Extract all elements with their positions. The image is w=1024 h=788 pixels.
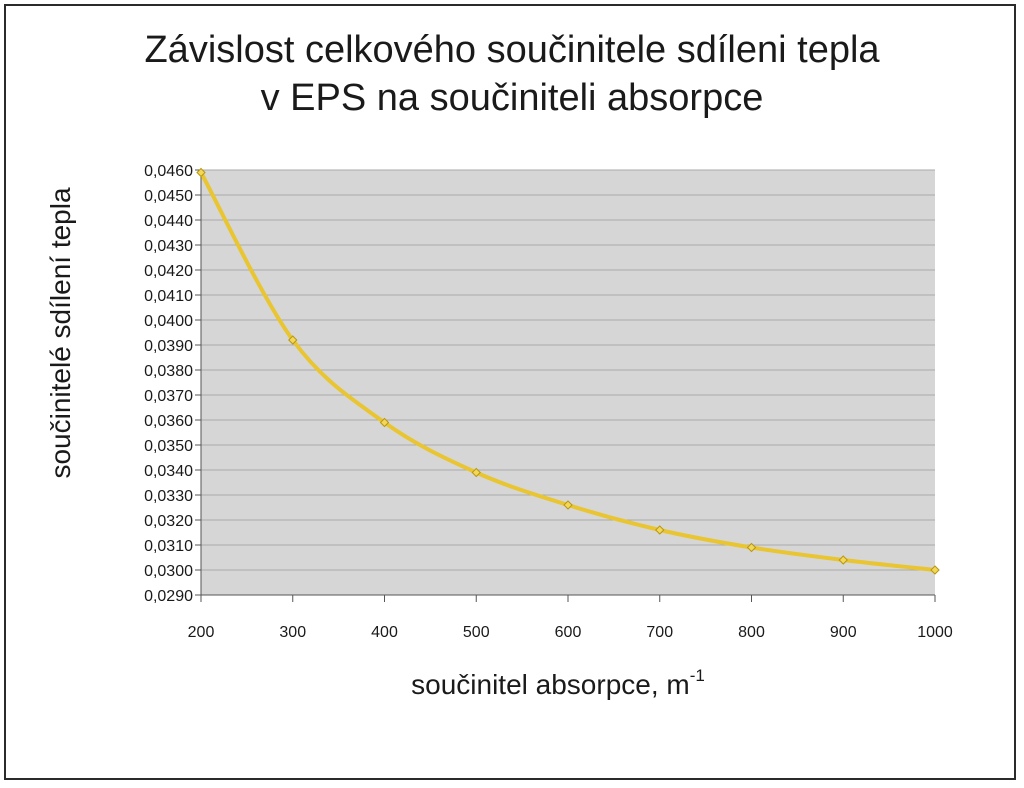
x-axis-title-superscript: -1 bbox=[690, 666, 705, 685]
y-tick-label: 0,0390 bbox=[144, 338, 193, 355]
y-axis-ticks: 0,0290 0,0300 0,0310 0,0320 0,0330 0,0340 0,03… bbox=[144, 163, 201, 605]
y-tick-label: 0,0340 bbox=[144, 463, 193, 480]
y-tick-label: 0,0430 bbox=[144, 238, 193, 255]
data-point bbox=[838, 555, 848, 565]
x-tick-label: 1000 bbox=[917, 624, 953, 641]
x-tick-label: 700 bbox=[646, 624, 673, 641]
data-point bbox=[379, 417, 390, 428]
x-axis-ticks: 200 300 400 500 600 700 800 900 1000 bbox=[188, 594, 953, 641]
y-tick-label: 0,0410 bbox=[144, 288, 193, 305]
x-tick-label: 900 bbox=[830, 624, 857, 641]
y-tick-label: 0,0330 bbox=[144, 488, 193, 505]
x-tick-label: 600 bbox=[555, 624, 582, 641]
y-tick-label: 0,0440 bbox=[144, 213, 193, 230]
chart-title-line-2: v EPS na součiniteli absorpce bbox=[260, 77, 764, 119]
data-point bbox=[746, 542, 757, 553]
y-tick-label: 0,0290 bbox=[144, 588, 193, 605]
y-tick-label: 0,0310 bbox=[144, 538, 193, 555]
x-tick-label: 300 bbox=[279, 624, 306, 641]
data-point bbox=[471, 467, 481, 478]
data-point bbox=[196, 167, 206, 178]
y-tick-label: 0,0370 bbox=[144, 388, 193, 405]
y-tick-label: 0,0300 bbox=[144, 563, 193, 580]
y-tick-label: 0,0380 bbox=[144, 363, 193, 380]
y-tick-label: 0,0320 bbox=[144, 513, 193, 530]
x-tick-label: 400 bbox=[371, 624, 398, 641]
y-tick-label: 0,0400 bbox=[144, 313, 193, 330]
x-axis-title: součinitel absorpce, m-1 bbox=[411, 666, 705, 700]
y-tick-label: 0,0460 bbox=[144, 163, 193, 180]
x-tick-label: 200 bbox=[188, 624, 215, 641]
x-tick-label: 500 bbox=[463, 624, 490, 641]
chart-title: Závislost celkového součinitele sdíleni … bbox=[0, 26, 1024, 122]
data-point bbox=[655, 525, 665, 535]
y-tick-label: 0,0450 bbox=[144, 188, 193, 205]
data-point bbox=[930, 565, 940, 575]
data-point bbox=[563, 500, 573, 510]
plot-area bbox=[201, 170, 935, 595]
x-tick-label: 800 bbox=[738, 624, 765, 641]
chart-title-line-1: Závislost celkového součinitele sdíleni … bbox=[144, 29, 880, 71]
y-tick-label: 0,0350 bbox=[144, 438, 193, 455]
data-point bbox=[288, 335, 298, 345]
data-series bbox=[196, 167, 940, 575]
y-tick-label: 0,0420 bbox=[144, 263, 193, 280]
x-axis-title-text: součinitel absorpce, m bbox=[411, 669, 690, 700]
y-tick-label: 0,0360 bbox=[144, 413, 193, 430]
y-axis-title: součinitelé sdílení tepla bbox=[45, 187, 76, 479]
